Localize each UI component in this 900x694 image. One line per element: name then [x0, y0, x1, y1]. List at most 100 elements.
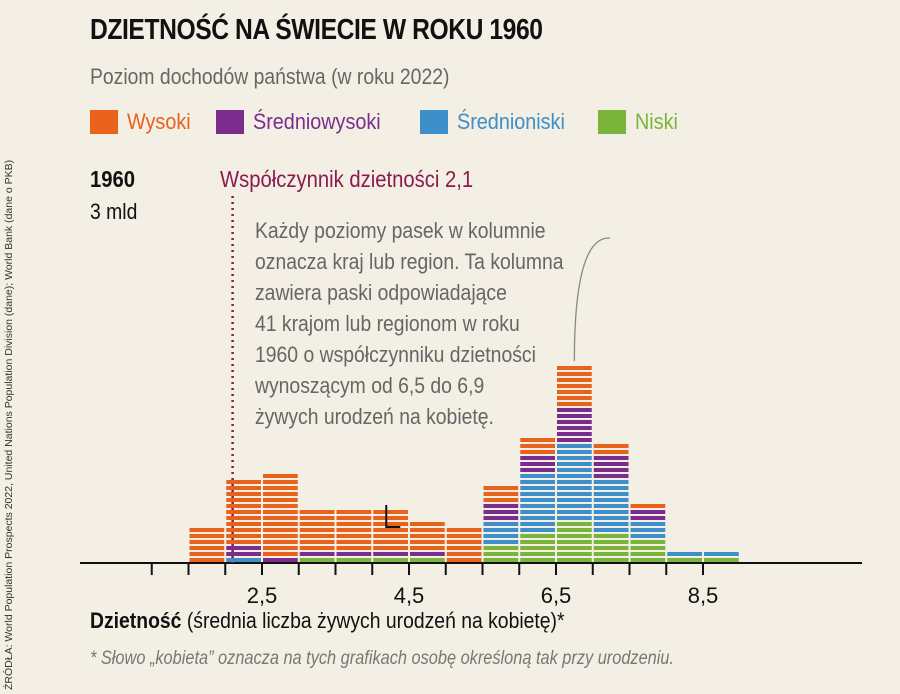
x-axis: 2,5 4,5 6,5 8,5 — [80, 562, 862, 608]
bar-stripe-wysoki-1.5 — [189, 540, 225, 544]
bar-stripe-średnioniski-7.5 — [630, 522, 666, 526]
bar-stripe-wysoki-2.5 — [263, 528, 298, 532]
bar-stripe-niski-6 — [520, 540, 555, 544]
bar-stripe-średniowysoki-6 — [520, 456, 555, 460]
bar-stripe-niski-7 — [593, 552, 629, 556]
year-label: 1960 — [90, 166, 136, 192]
bar-stripe-średniowysoki-4.5 — [410, 552, 445, 556]
bar-stripe-średnioniski-5.5 — [483, 528, 519, 532]
bar-stripe-wysoki-3 — [299, 522, 335, 526]
bar-stripe-wysoki-2 — [226, 480, 261, 484]
bar-stripe-średnioniski-7.5 — [630, 534, 666, 538]
bar-stripe-średniowysoki-6.5 — [557, 432, 592, 436]
bar-stripe-wysoki-2.5 — [263, 510, 298, 514]
bar-stripe-średnioniski-7 — [593, 516, 629, 520]
bar-stripe-wysoki-7 — [593, 444, 629, 448]
bar-stripe-niski-7.5 — [630, 558, 666, 562]
bar-stripe-wysoki-6.5 — [557, 396, 592, 400]
bar-stripe-wysoki-4 — [373, 534, 408, 538]
bar-stripe-wysoki-2 — [226, 510, 261, 514]
bar-stripe-wysoki-5 — [446, 552, 482, 556]
bar-stripe-wysoki-2 — [226, 498, 261, 502]
bar-stripe-niski-3 — [299, 558, 335, 562]
bar-stripe-wysoki-5 — [446, 546, 482, 550]
bar-stripe-wysoki-6.5 — [557, 390, 592, 394]
bar-stripe-niski-5.5 — [483, 558, 519, 562]
bar-stripe-średniowysoki-5.5 — [483, 504, 519, 508]
bar-stripe-wysoki-6 — [520, 450, 555, 454]
legend-swatch-niski — [598, 110, 626, 134]
bar-stripe-niski-8 — [667, 558, 702, 562]
bar-stripe-wysoki-3.5 — [336, 528, 372, 532]
bar-stripe-niski-8.5 — [704, 558, 739, 562]
x-axis-label-rest: (średnia liczba żywych urodzeń na kobiet… — [181, 608, 565, 633]
bar-stripe-średnioniski-7 — [593, 510, 629, 514]
bar-stripe-wysoki-2 — [226, 516, 261, 520]
bar-stripe-średniowysoki-7.5 — [630, 516, 666, 520]
bar-stripe-wysoki-1.5 — [189, 552, 225, 556]
bar-stripe-średniowysoki-6 — [520, 462, 555, 466]
chart-subtitle: Poziom dochodów państwa (w roku 2022) — [90, 64, 450, 89]
bar-stripe-wysoki-4 — [373, 528, 408, 532]
bar-stripe-średnioniski-6.5 — [557, 516, 592, 520]
bar-stripe-wysoki-3 — [299, 534, 335, 538]
bar-stripe-niski-7 — [593, 546, 629, 550]
x-axis-label-bold: Dzietność — [90, 608, 182, 633]
bar-stripe-wysoki-5 — [446, 558, 482, 562]
bar-stripe-średnioniski-7 — [593, 480, 629, 484]
x-tick-label-6,5: 6,5 — [541, 583, 572, 608]
chart-title: DZIETNOŚĆ NA ŚWIECIE W ROKU 1960 — [90, 14, 543, 46]
x-axis-label: Dzietność (średnia liczba żywych urodzeń… — [90, 608, 565, 634]
bar-stripe-średniowysoki-6 — [520, 468, 555, 472]
bar-stripe-wysoki-2 — [226, 534, 261, 538]
bar-stripe-średnioniski-6 — [520, 528, 555, 532]
legend-swatch-sredniowysoki — [216, 110, 244, 134]
annotation-text: Każdy poziomy pasek w kolumnie oznacza k… — [255, 215, 625, 432]
x-tick-label-4,5: 4,5 — [394, 583, 425, 608]
bar-stripe-średnioniski-6.5 — [557, 462, 592, 466]
legend-label-sredniowysoki: Średniowysoki — [253, 109, 381, 134]
bar-stripe-średniowysoki-7 — [593, 468, 629, 472]
bar-stripe-średnioniski-5.5 — [483, 522, 519, 526]
bar-stripe-wysoki-3.5 — [336, 546, 372, 550]
bar-stripe-średniowysoki-6.5 — [557, 408, 592, 412]
bar-stripe-średnioniski-6 — [520, 504, 555, 508]
bar-stripe-średnioniski-8.5 — [704, 552, 739, 556]
bar-stripe-średnioniski-6.5 — [557, 510, 592, 514]
bar-stripe-średniowysoki-4 — [373, 552, 408, 556]
annotation-line-5: 1960 o współczynniku dzietności — [255, 342, 536, 367]
bar-stripe-średnioniski-6.5 — [557, 486, 592, 490]
bar-stripe-wysoki-2.5 — [263, 534, 298, 538]
bar-stripe-średnioniski-7 — [593, 498, 629, 502]
bar-stripe-średnioniski-7.5 — [630, 528, 666, 532]
bar-stripe-niski-7.5 — [630, 552, 666, 556]
bar-stripe-wysoki-2.5 — [263, 492, 298, 496]
bar-stripe-wysoki-5 — [446, 528, 482, 532]
bar-stripe-wysoki-4.5 — [410, 540, 445, 544]
bar-stripe-wysoki-3.5 — [336, 522, 372, 526]
bar-stripe-wysoki-2.5 — [263, 504, 298, 508]
example-bracket-marker — [385, 505, 401, 528]
bar-stripe-średniowysoki-2 — [226, 552, 261, 556]
bar-stripe-wysoki-4 — [373, 546, 408, 550]
bar-stripe-średnioniski-6.5 — [557, 498, 592, 502]
bar-stripe-wysoki-6.5 — [557, 378, 592, 382]
bar-stripe-niski-7.5 — [630, 540, 666, 544]
bar-stripe-wysoki-7 — [593, 450, 629, 454]
bar-stripe-niski-7 — [593, 558, 629, 562]
bar-stripe-niski-6.5 — [557, 540, 592, 544]
bar-stripe-wysoki-2.5 — [263, 480, 298, 484]
bar-stripe-średniowysoki-7 — [593, 462, 629, 466]
bar-stripe-wysoki-3.5 — [336, 534, 372, 538]
bar-stripe-wysoki-4 — [373, 516, 408, 520]
bar-stripe-wysoki-4 — [373, 522, 408, 526]
bar-stripe-średnioniski-6.5 — [557, 480, 592, 484]
annotation-line-6: wynoszącym od 6,5 do 6,9 — [255, 373, 485, 398]
bar-stripe-wysoki-6 — [520, 438, 555, 442]
annotation-line-7: żywych urodzeń na kobietę. — [255, 404, 494, 429]
annotation-line-3: zawiera paski odpowiadające — [255, 280, 507, 305]
bar-stripe-niski-6 — [520, 546, 555, 550]
bar-stripe-średnioniski-6.5 — [557, 456, 592, 460]
population-label: 3 mld — [90, 199, 138, 224]
bar-stripe-niski-6.5 — [557, 522, 592, 526]
